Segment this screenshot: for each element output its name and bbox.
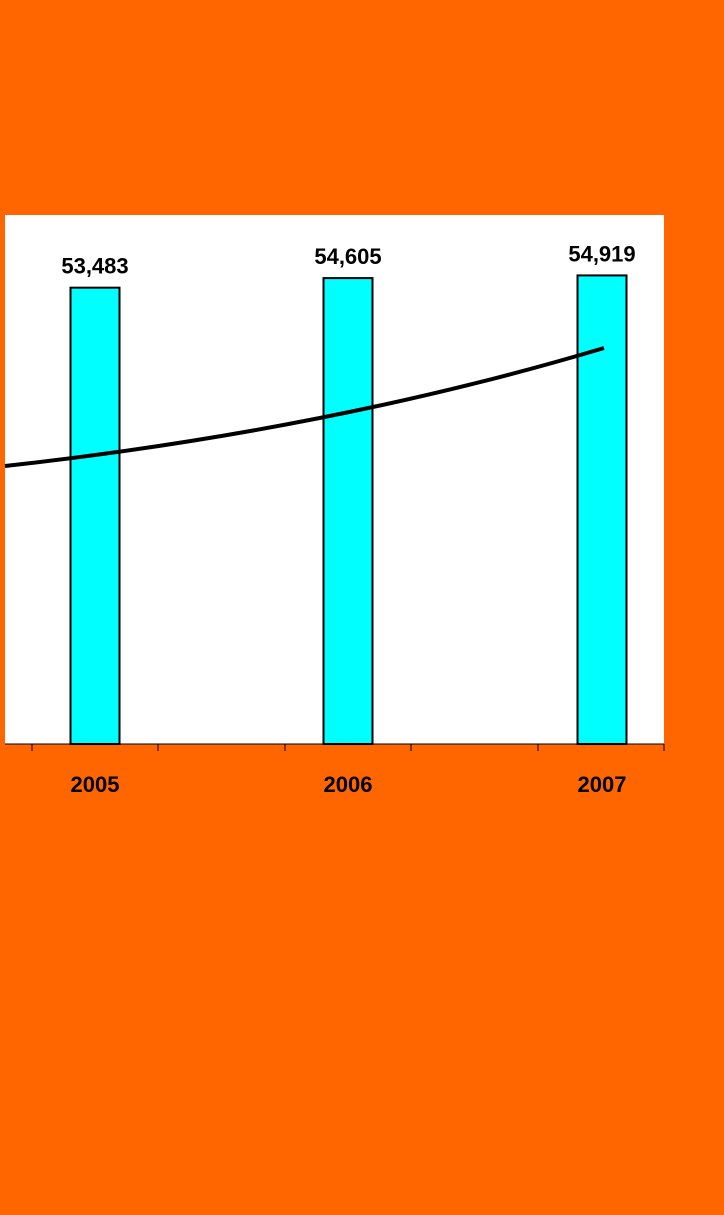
value-label-2007: 54,919: [568, 241, 635, 266]
x-tick-label-2006: 2006: [324, 772, 373, 797]
x-tick-label-2007: 2007: [578, 772, 627, 797]
bar-2005: [69, 286, 121, 745]
bar-2006: [322, 277, 374, 745]
bar-2007: [576, 274, 628, 745]
x-tick-label-2005: 2005: [71, 772, 120, 797]
value-label-2006: 54,605: [314, 244, 381, 269]
value-label-2005: 53,483: [61, 254, 128, 279]
trendline: [4, 346, 605, 468]
